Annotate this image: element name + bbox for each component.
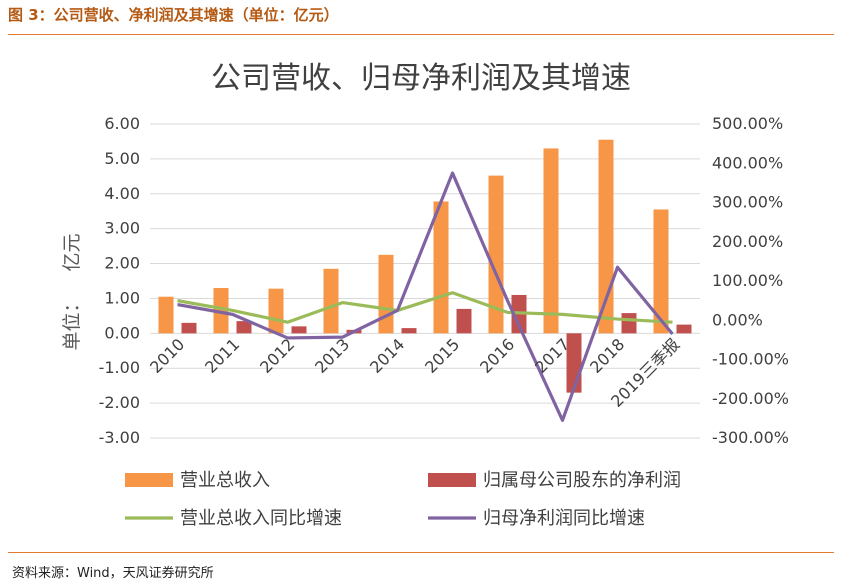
legend-label: 归属母公司股东的净利润 bbox=[483, 470, 681, 491]
bar-net-profit bbox=[456, 308, 472, 334]
category-label: 2015 bbox=[421, 335, 463, 377]
right-axis-ticks: 500.00% 400.00% 300.00% 200.00% 100.00% 0.00%… bbox=[712, 114, 789, 447]
legend-swatch bbox=[428, 473, 476, 487]
bar-revenue bbox=[653, 209, 669, 334]
left-axis-tick-label: 2.00 bbox=[104, 254, 140, 273]
bar-revenue bbox=[323, 268, 339, 334]
left-axis-tick-label: -2.00 bbox=[99, 393, 140, 412]
right-axis-tick-label: -100.00% bbox=[712, 350, 789, 369]
right-axis-tick-label: 0.00% bbox=[712, 310, 763, 329]
legend-label: 营业总收入同比增速 bbox=[180, 508, 342, 529]
bar-net-profit bbox=[401, 328, 417, 334]
bar-net-profit bbox=[291, 326, 307, 334]
bar-series bbox=[158, 139, 692, 393]
source-divider bbox=[8, 552, 834, 553]
chart-title: 公司营收、归母净利润及其增速 bbox=[211, 61, 631, 96]
right-axis-tick-label: 500.00% bbox=[712, 114, 783, 133]
source-note: 资料来源：Wind，天风证券研究所 bbox=[12, 566, 214, 581]
right-axis-tick-label: 400.00% bbox=[712, 153, 783, 172]
right-axis-tick-label: 300.00% bbox=[712, 193, 783, 212]
legend-swatch bbox=[125, 473, 173, 487]
right-axis-tick-label: -300.00% bbox=[712, 428, 789, 447]
bar-revenue bbox=[268, 288, 284, 334]
right-axis-tick-label: 100.00% bbox=[712, 271, 783, 290]
category-label: 2012 bbox=[256, 335, 298, 377]
left-axis-tick-label: -3.00 bbox=[99, 428, 140, 447]
caption-divider bbox=[8, 34, 834, 35]
bar-net-profit bbox=[236, 321, 252, 334]
right-axis-tick-label: 200.00% bbox=[712, 232, 783, 251]
left-axis-tick-label: 1.00 bbox=[104, 288, 140, 307]
category-label: 2014 bbox=[366, 335, 408, 377]
bar-revenue bbox=[158, 296, 174, 334]
left-axis-tick-label: -1.00 bbox=[99, 358, 140, 377]
category-label: 2011 bbox=[201, 335, 243, 377]
bar-revenue bbox=[433, 201, 449, 334]
y-axis-label-unit-prefix: 单位： bbox=[61, 294, 83, 351]
y-axis-label-unit: 亿元 bbox=[61, 233, 83, 271]
chart-area: 公司营收、归母净利润及其增速 6.00 5.00 4.00 3.00 2.00 1.00 0… bbox=[61, 61, 789, 529]
left-axis-tick-label: 5.00 bbox=[104, 149, 140, 168]
bar-revenue bbox=[543, 148, 559, 334]
category-labels: 2010 2011 2012 2013 2014 2015 2016 2017 20182019… bbox=[146, 335, 683, 411]
bar-net-profit bbox=[676, 324, 692, 334]
net-profit-growth-line bbox=[177, 171, 674, 422]
svg-text:单位：亿元: 单位： 亿元 bbox=[61, 233, 83, 350]
left-axis-tick-label: 3.00 bbox=[104, 219, 140, 238]
bar-net-profit bbox=[621, 313, 637, 334]
category-label: 2013 bbox=[311, 335, 353, 377]
left-axis-tick-label: 0.00 bbox=[104, 323, 140, 342]
legend-label: 营业总收入 bbox=[180, 470, 270, 491]
bar-revenue bbox=[488, 175, 504, 334]
bar-net-profit bbox=[181, 322, 197, 334]
left-axis-tick-label: 4.00 bbox=[104, 184, 140, 203]
revenue-growth-line bbox=[177, 291, 673, 324]
category-label: 2016 bbox=[476, 335, 518, 377]
line-series bbox=[177, 171, 674, 422]
right-axis-tick-label: -200.00% bbox=[712, 389, 789, 408]
left-axis-ticks: 6.00 5.00 4.00 3.00 2.00 1.00 0.00 -1.00 -2.00 -3… bbox=[99, 114, 140, 447]
left-axis-tick-label: 6.00 bbox=[104, 114, 140, 133]
bar-revenue bbox=[598, 139, 614, 334]
figure-caption: 图 3：公司营收、净利润及其增速（单位：亿元） bbox=[8, 6, 339, 24]
legend-label: 归母净利润同比增速 bbox=[483, 508, 645, 529]
y-axis-label: 单位： 亿元 bbox=[61, 233, 83, 350]
bar-revenue bbox=[213, 287, 229, 334]
category-label: 2010 bbox=[146, 335, 188, 377]
bar-revenue bbox=[378, 254, 394, 334]
